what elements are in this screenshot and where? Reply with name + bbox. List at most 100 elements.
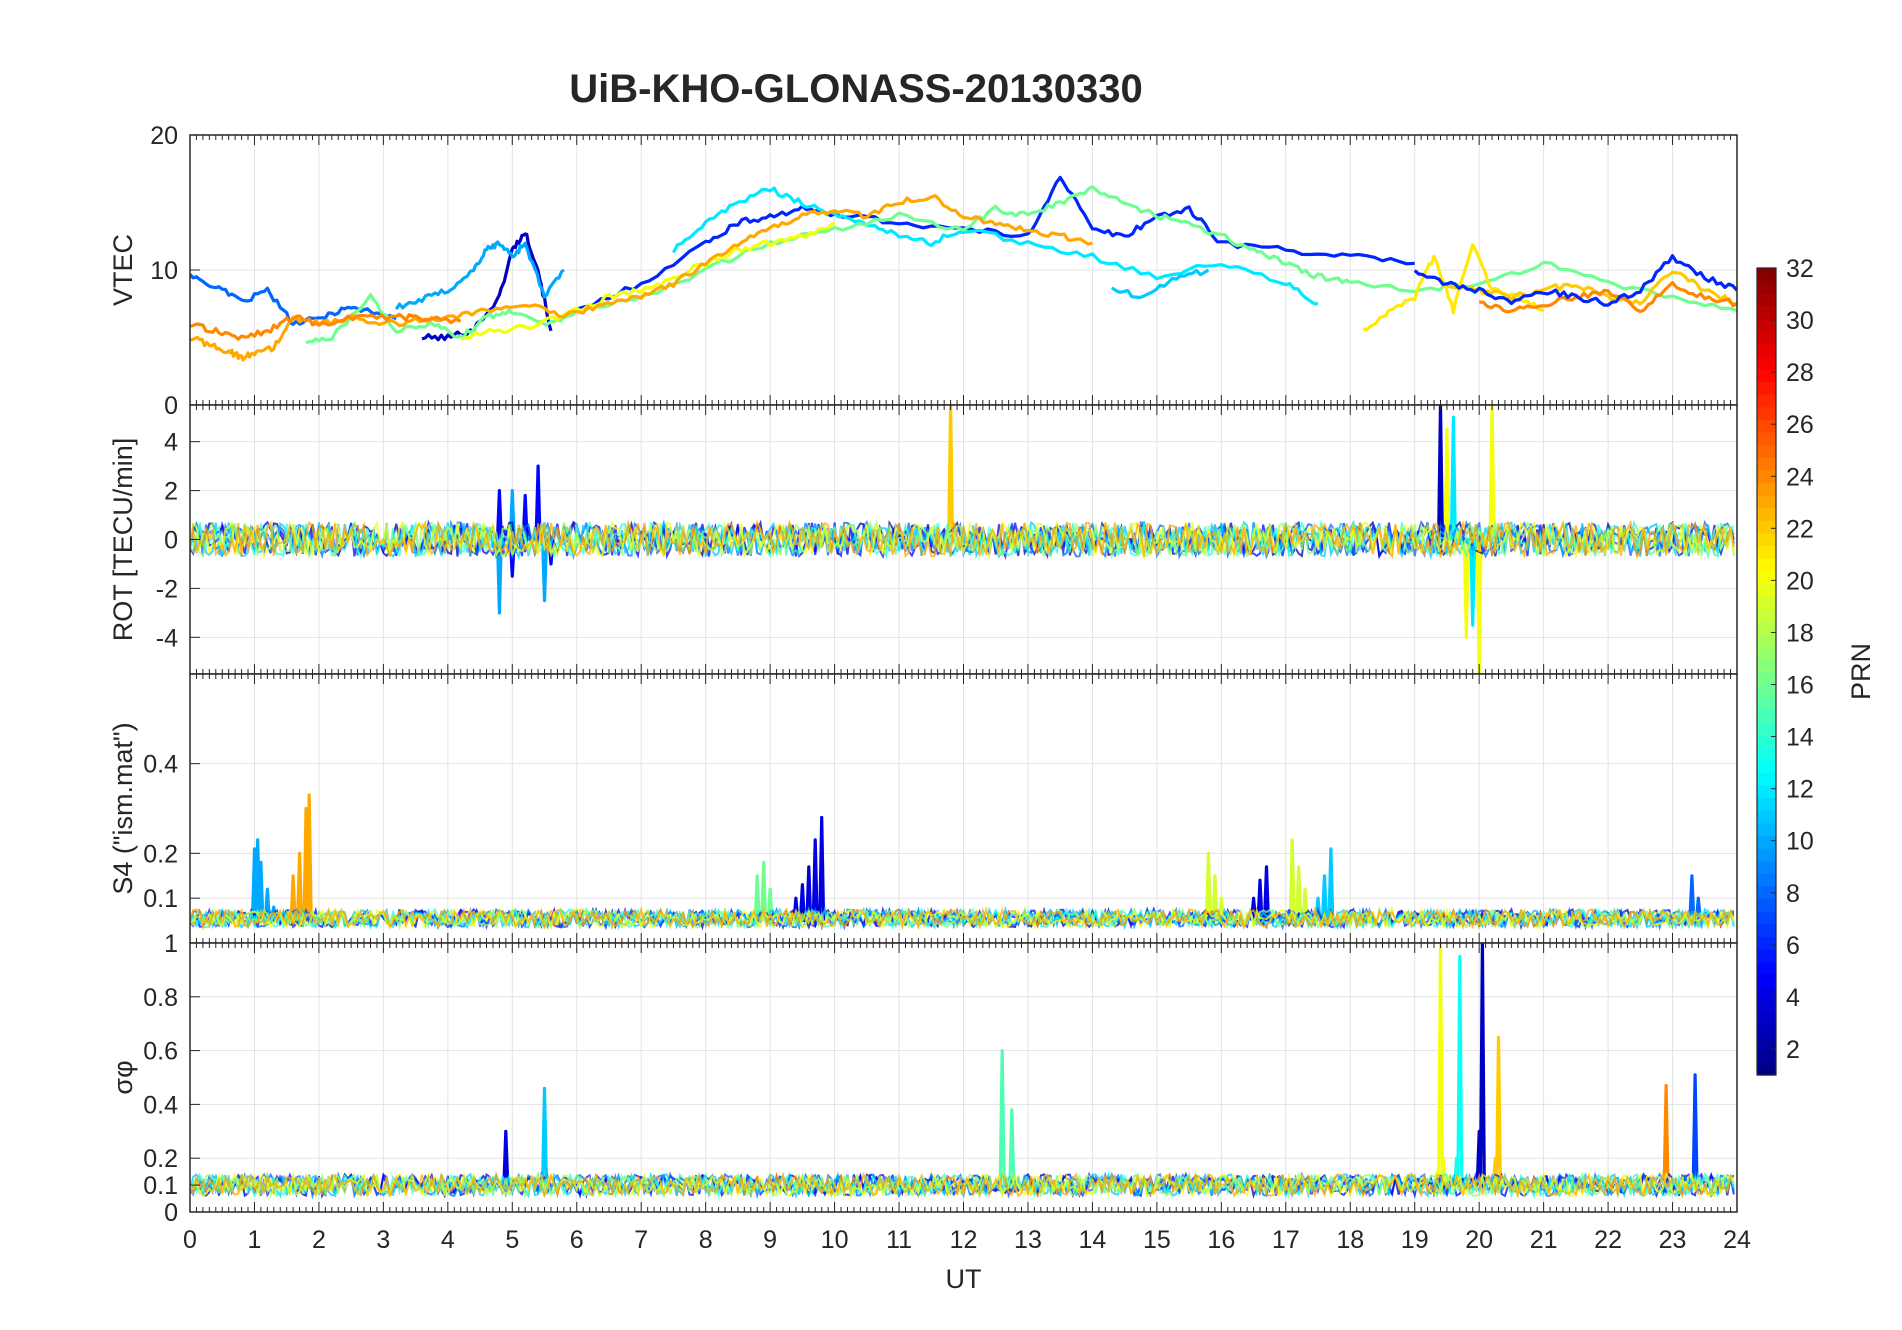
series-line-prn-11 xyxy=(541,1086,549,1186)
series-line-prn-23 xyxy=(190,194,1093,362)
x-tick-label: 17 xyxy=(1272,1226,1300,1254)
x-tick-label: 24 xyxy=(1723,1226,1751,1254)
colorbar-swatch xyxy=(1757,469,1776,483)
colorbar-swatch xyxy=(1757,885,1776,900)
series-line-prn-19 xyxy=(1288,838,1309,923)
y-axis-label: VTEC xyxy=(108,234,138,306)
x-tick-label: 2 xyxy=(312,1226,326,1254)
panel-3: 0.1 0.2 0.4S4 ("ism.mat") xyxy=(108,673,1738,944)
colorbar-swatch xyxy=(1757,721,1776,736)
y-tick-label: 0.6 xyxy=(143,1038,178,1066)
colorbar-swatch xyxy=(1757,1024,1776,1038)
series-group xyxy=(190,793,1735,932)
series-group xyxy=(190,943,1735,1200)
colorbar-label: PRN xyxy=(1846,643,1876,700)
series-line-prn-19 xyxy=(1204,851,1225,923)
y-tick-label: 0 xyxy=(164,392,178,420)
colorbar-swatch xyxy=(1757,520,1776,534)
colorbar-swatch xyxy=(1757,507,1776,521)
colorbar-swatch xyxy=(1757,482,1776,496)
colorbar-swatch xyxy=(1757,381,1776,395)
colorbar-tick-label: 4 xyxy=(1786,984,1800,1012)
colorbar-tick-label: 12 xyxy=(1786,776,1814,804)
colorbar-swatch xyxy=(1757,684,1776,698)
y-tick-label: 2 xyxy=(164,478,178,506)
y-tick-label: 0.4 xyxy=(143,1091,178,1119)
x-tick-label: 21 xyxy=(1530,1226,1558,1254)
colorbar-swatch xyxy=(1757,734,1776,748)
x-tick-label: 0 xyxy=(183,1226,197,1254)
colorbar-swatch xyxy=(1757,621,1776,635)
series-line-prn-24 xyxy=(1479,281,1737,314)
series-line-prn-11 xyxy=(1314,847,1335,923)
colorbar-tick-label: 22 xyxy=(1786,515,1814,543)
colorbar-swatch xyxy=(1757,810,1776,824)
colorbar-tick-label: 10 xyxy=(1786,828,1814,856)
colorbar-swatch xyxy=(1757,911,1776,925)
x-axis-label: UT xyxy=(946,1264,982,1294)
y-axis-label: σφ xyxy=(108,1060,138,1094)
x-tick-label: 3 xyxy=(376,1226,390,1254)
series-line-prn-10 xyxy=(394,240,565,311)
colorbar-swatch xyxy=(1757,999,1776,1013)
colorbar-swatch xyxy=(1757,974,1776,988)
colorbar-swatch xyxy=(1757,986,1776,1000)
chart-title: UiB-KHO-GLONASS-20130330 xyxy=(569,67,1143,111)
colorbar-swatch xyxy=(1757,936,1776,950)
y-tick-label: 0 xyxy=(164,1199,178,1227)
colorbar-swatch xyxy=(1757,646,1776,660)
colorbar-swatch xyxy=(1757,961,1776,975)
y-tick-label: 0.2 xyxy=(143,1145,178,1173)
colorbar-swatch xyxy=(1757,835,1776,849)
x-tick-label: 14 xyxy=(1079,1226,1107,1254)
series-line-prn-7 xyxy=(1691,1073,1699,1186)
series-group xyxy=(190,405,1735,674)
noise-trace xyxy=(190,519,1735,560)
series-line-prn-24 xyxy=(190,312,462,341)
colorbar-tick-label: 2 xyxy=(1786,1036,1800,1064)
colorbar-swatch xyxy=(1757,318,1776,332)
colorbar-tick-label: 28 xyxy=(1786,359,1814,387)
colorbar-tick-label: 24 xyxy=(1786,463,1814,491)
series-line-prn-3 xyxy=(1437,405,1444,540)
x-tick-label: 13 xyxy=(1014,1226,1042,1254)
colorbar-swatch xyxy=(1757,305,1776,320)
colorbar-swatch xyxy=(1757,343,1776,357)
colorbar-tick-label: 30 xyxy=(1786,307,1814,335)
x-tick-label: 23 xyxy=(1659,1226,1687,1254)
series-line-prn-6 xyxy=(576,175,1415,311)
series-line-prn-8 xyxy=(190,273,397,326)
colorbar-swatch xyxy=(1757,280,1776,294)
noise-trace xyxy=(190,1170,1735,1200)
colorbar-swatch xyxy=(1757,419,1776,433)
y-tick-label: 0.8 xyxy=(143,984,178,1012)
x-tick-label: 20 xyxy=(1465,1226,1493,1254)
series-line-prn-4 xyxy=(502,1129,510,1186)
y-tick-label: 10 xyxy=(150,257,178,285)
series-line-prn-4 xyxy=(1250,865,1270,923)
colorbar-swatch xyxy=(1757,709,1776,723)
series-group xyxy=(190,175,1737,362)
y-tick-label: -2 xyxy=(156,575,178,603)
colorbar-swatch xyxy=(1757,545,1776,559)
colorbar-swatch xyxy=(1757,444,1776,458)
colorbar-swatch xyxy=(1757,848,1776,862)
y-tick-label: 0.2 xyxy=(143,840,178,868)
colorbar-swatch xyxy=(1757,1011,1776,1026)
colorbar-swatch xyxy=(1757,431,1776,446)
colorbar-swatch xyxy=(1757,293,1776,307)
series-line-prn-12 xyxy=(671,186,1319,306)
y-axis-label: S4 ("ism.mat") xyxy=(108,722,138,894)
series-line-prn-16 xyxy=(753,860,774,923)
y-tick-label: 0.4 xyxy=(143,751,178,779)
x-tick-label: 1 xyxy=(248,1226,262,1254)
x-tick-label: 9 xyxy=(763,1226,777,1254)
series-line-prn-22 xyxy=(947,405,955,540)
x-tick-label: 7 xyxy=(634,1226,648,1254)
y-tick-label: 0.1 xyxy=(143,1172,178,1200)
colorbar-swatch xyxy=(1757,696,1776,710)
colorbar-swatch xyxy=(1757,394,1776,408)
x-tick-label: 18 xyxy=(1336,1226,1364,1254)
x-tick-label: 4 xyxy=(441,1226,455,1254)
